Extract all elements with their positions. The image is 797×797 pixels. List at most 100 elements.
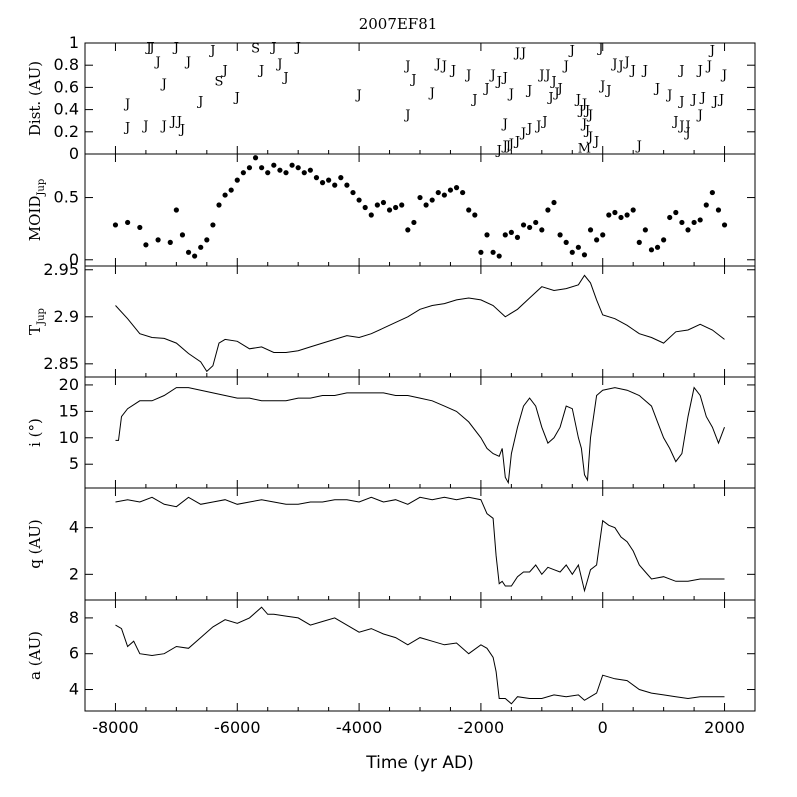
encounter-marker: J <box>616 59 623 74</box>
moid-point <box>204 237 210 243</box>
moid-point <box>234 177 240 183</box>
moid-point <box>423 202 429 208</box>
panel-tjup: 2.85 2.9 2.95 TJup <box>26 260 756 378</box>
moid-point <box>368 212 374 218</box>
moid-point <box>642 227 648 233</box>
moid-point <box>685 227 691 233</box>
encounter-marker: J <box>519 126 526 141</box>
y-tick-label-dist: 1 <box>69 33 79 52</box>
encounter-marker: J <box>440 59 447 74</box>
moid-point <box>478 249 484 255</box>
moid-point <box>252 155 259 161</box>
encounter-marker: S <box>251 41 260 56</box>
moid-point <box>721 222 728 228</box>
encounter-marker: J <box>671 115 678 130</box>
series-line-tjup <box>115 274 725 373</box>
encounter-marker: J <box>184 55 191 70</box>
moid-point <box>527 224 533 231</box>
encounter-marker: J <box>641 64 648 79</box>
moid-point <box>460 189 466 196</box>
x-tick-label: -4000 <box>336 718 383 737</box>
encounter-marker: J <box>635 139 642 154</box>
encounter-marker: J <box>546 90 553 105</box>
panel-a: 4 6 8 a (AU) -8000 -6000 -4000 -2000 0 2000 <box>26 599 756 737</box>
moid-point <box>703 202 709 208</box>
moid-point <box>307 167 313 173</box>
encounter-marker: J <box>540 115 547 130</box>
encounter-marker: J <box>534 119 541 134</box>
moid-point <box>587 227 594 233</box>
encounter-marker: J <box>537 68 544 83</box>
moid-point <box>648 247 655 253</box>
encounter-marker: J <box>513 135 520 150</box>
encounter-marker: J <box>580 117 587 132</box>
encounter-marker: J <box>495 75 502 90</box>
moid-point <box>697 217 703 223</box>
encounter-marker: J <box>160 119 167 134</box>
y-tick-label-tjup: 2.9 <box>54 307 79 326</box>
panel-frame-q <box>84 487 756 601</box>
y-axis-label-q: q (AU) <box>26 519 44 569</box>
encounter-marker: J <box>586 130 593 145</box>
encounter-marker: J <box>598 79 605 94</box>
encounter-marker: J <box>543 68 550 83</box>
moid-point <box>125 219 131 226</box>
encounter-marker: J <box>144 40 151 55</box>
moid-point <box>326 177 332 183</box>
encounter-marker: J <box>699 90 706 105</box>
encounter-marker: J <box>574 93 581 108</box>
encounter-marker: J <box>178 122 185 137</box>
x-tick-label: 2000 <box>704 718 745 737</box>
encounter-marker: J <box>501 139 508 154</box>
series-line-a <box>115 606 725 705</box>
moid-point <box>691 219 697 226</box>
encounter-marker: J <box>449 64 456 79</box>
encounter-marker: J <box>507 137 514 152</box>
moid-point <box>630 207 636 213</box>
encounter-marker: J <box>677 95 684 110</box>
encounter-marker: J <box>482 81 489 96</box>
encounter-marker: J <box>123 97 130 112</box>
y-tick-label-a: 4 <box>69 680 79 699</box>
moid-point <box>600 232 606 238</box>
moid-point <box>265 170 271 176</box>
moid-point <box>435 189 441 196</box>
encounter-marker: J <box>583 124 590 139</box>
encounter-marker: J <box>677 119 684 134</box>
y-tick-label-dist: 0.6 <box>54 77 79 96</box>
encounter-marker: J <box>525 121 532 136</box>
moid-point <box>466 207 472 213</box>
x-tick-label: -6000 <box>214 718 261 737</box>
moid-point <box>624 212 630 218</box>
moid-point <box>520 222 527 228</box>
moid-point <box>222 192 228 198</box>
moid-point <box>185 249 192 255</box>
y-tick-label-incl: 20 <box>59 375 79 394</box>
panel-frame-incl <box>84 376 756 489</box>
encounter-marker: J <box>403 108 410 123</box>
panel-frame-a <box>84 599 756 712</box>
encounter-marker: J <box>464 68 471 83</box>
encounter-marker: J <box>495 144 502 159</box>
moid-point <box>490 249 496 255</box>
y-tick-label-dist: 0 <box>69 144 79 163</box>
moid-point <box>709 189 715 196</box>
encounter-marker: J <box>470 93 477 108</box>
moid-point <box>667 214 673 221</box>
moid-point <box>539 227 545 233</box>
moid-point <box>472 212 478 218</box>
moid-point <box>332 182 338 188</box>
moid-point <box>344 182 350 188</box>
encounter-marker: J <box>354 88 361 103</box>
moid-point <box>453 185 460 191</box>
encounter-marker: J <box>269 40 276 55</box>
moid-point <box>508 229 514 235</box>
y-tick-label-incl: 5 <box>69 454 79 473</box>
moid-point <box>112 222 119 228</box>
encounter-marker: M <box>578 141 591 156</box>
moid-point <box>447 187 454 193</box>
moid-point <box>533 219 539 226</box>
encounter-marker: J <box>586 108 593 123</box>
encounter-marker: J <box>169 115 176 130</box>
